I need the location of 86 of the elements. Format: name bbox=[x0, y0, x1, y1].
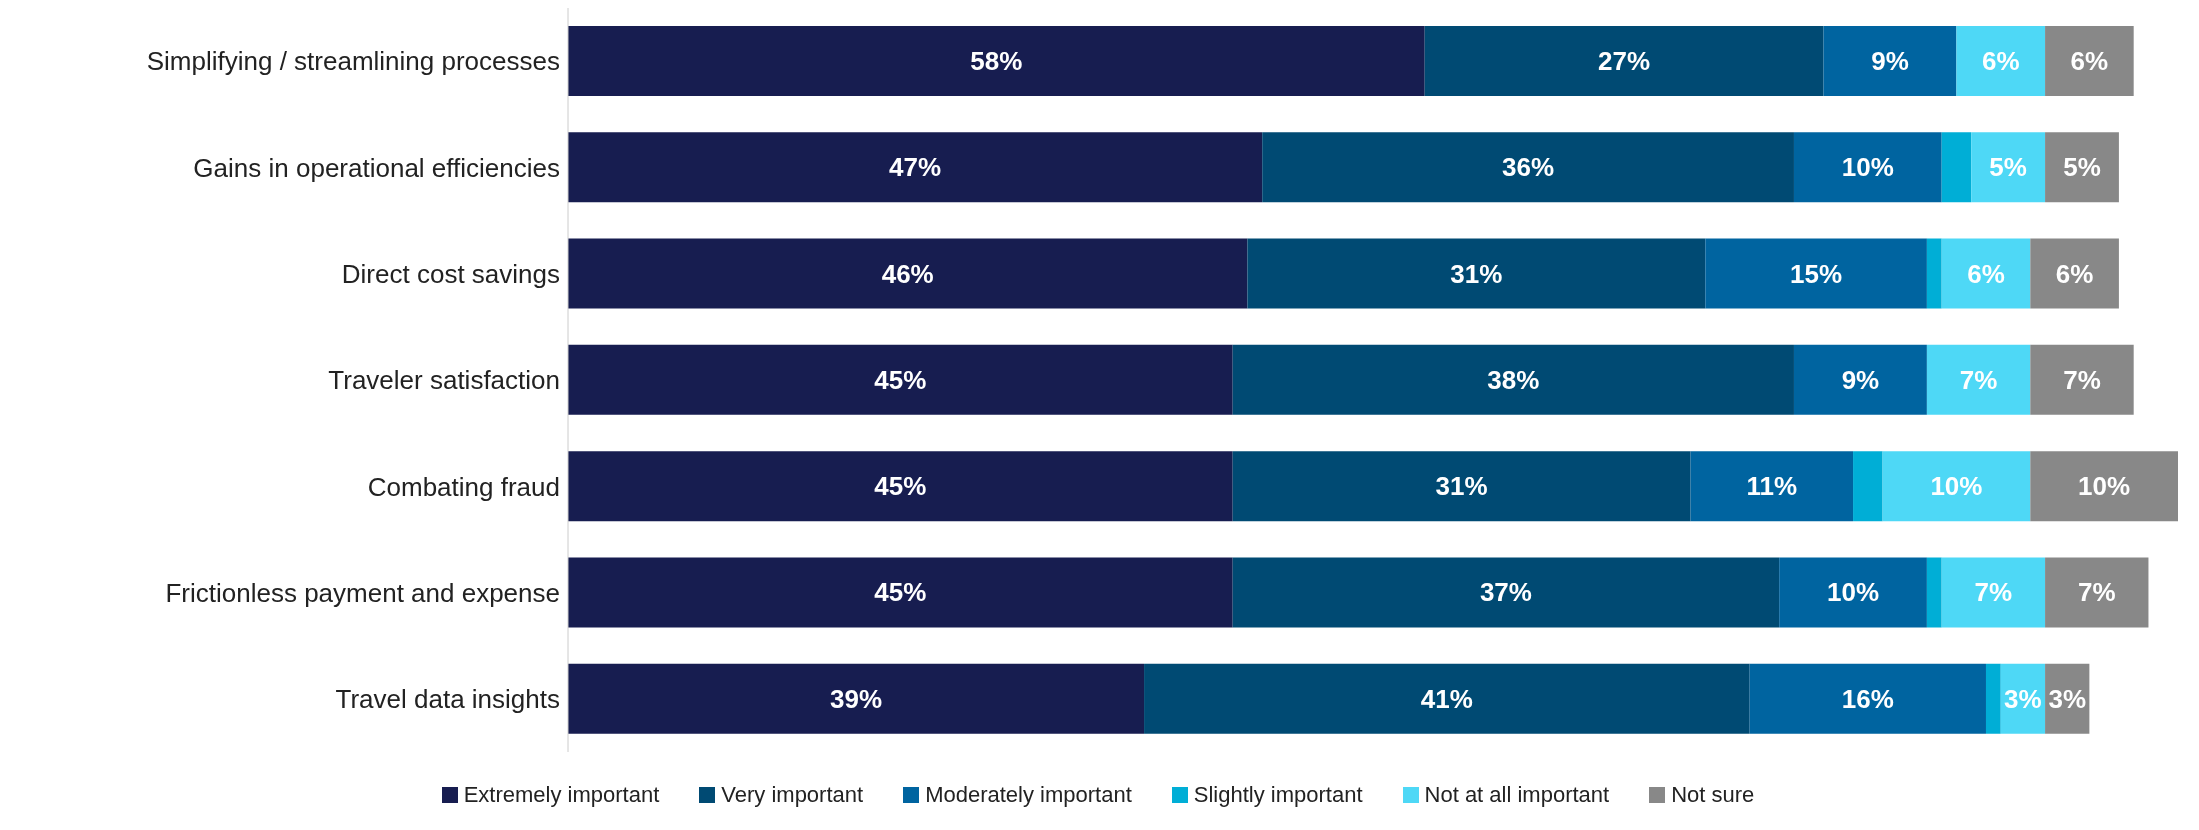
bar bbox=[1232, 344, 1794, 415]
data-label: 45% bbox=[874, 364, 927, 395]
y-tick-label: Simplifying / streamlining processes bbox=[146, 46, 560, 77]
y-tick-label: Travel data insights bbox=[335, 684, 560, 715]
legend-label: Moderately important bbox=[924, 782, 1132, 808]
data-label: 45% bbox=[874, 577, 927, 608]
data-label: 5% bbox=[2063, 152, 2101, 183]
bar bbox=[568, 26, 1425, 96]
bar bbox=[568, 344, 1233, 415]
bar bbox=[1985, 663, 2001, 734]
bar bbox=[1262, 132, 1794, 203]
bar bbox=[568, 238, 1248, 309]
data-label: 38% bbox=[1487, 364, 1540, 395]
data-label: 37% bbox=[1479, 577, 1532, 608]
bar bbox=[1971, 132, 2046, 203]
data-label: 10% bbox=[1827, 577, 1880, 608]
bar bbox=[1926, 238, 1942, 309]
data-label: 3% bbox=[2004, 683, 2042, 714]
legend-label: Very important bbox=[720, 782, 864, 808]
bar bbox=[2045, 557, 2149, 628]
data-label: 36% bbox=[1502, 152, 1555, 183]
data-label: 31% bbox=[1450, 258, 1503, 289]
data-label: 7% bbox=[2077, 577, 2116, 608]
data-label: 7% bbox=[1959, 364, 1998, 395]
data-label: 6% bbox=[1981, 46, 2020, 76]
bar bbox=[1749, 663, 1986, 734]
bar bbox=[2030, 451, 2178, 522]
bar bbox=[1941, 557, 2046, 628]
bar bbox=[1247, 238, 1706, 309]
bar bbox=[568, 557, 1233, 628]
data-label: 5% bbox=[1989, 152, 2027, 183]
bar bbox=[2045, 132, 2119, 203]
data-label: 47% bbox=[889, 152, 942, 183]
bar bbox=[1779, 557, 1927, 628]
data-label: 39% bbox=[830, 683, 883, 714]
bar bbox=[1926, 557, 1942, 628]
data-label: 41% bbox=[1420, 683, 1473, 714]
bar bbox=[568, 132, 1263, 203]
bar bbox=[2045, 26, 2134, 96]
data-label: 6% bbox=[1967, 258, 2005, 289]
data-label: 9% bbox=[1841, 364, 1880, 395]
bar bbox=[1705, 238, 1927, 309]
data-label: 7% bbox=[2063, 364, 2101, 395]
y-tick-label: Direct cost savings bbox=[341, 258, 560, 289]
bar bbox=[568, 663, 1145, 734]
bar bbox=[1793, 344, 1927, 415]
bar bbox=[1690, 451, 1854, 522]
bar bbox=[1941, 238, 2031, 309]
data-label: 15% bbox=[1790, 258, 1843, 289]
bar bbox=[1853, 451, 1883, 522]
bar bbox=[1926, 344, 2031, 415]
bar bbox=[1232, 451, 1691, 522]
y-tick-label: Frictionless payment and expense bbox=[165, 577, 560, 608]
bar bbox=[1941, 132, 1972, 203]
data-label: 10% bbox=[1841, 152, 1894, 183]
y-tick-label: Traveler satisfaction bbox=[328, 365, 560, 396]
data-label: 10% bbox=[2078, 471, 2131, 502]
bar bbox=[2030, 238, 2119, 309]
data-label: 11% bbox=[1746, 471, 1798, 502]
data-label: 10% bbox=[1930, 471, 1983, 502]
data-label: 9% bbox=[1871, 46, 1909, 76]
legend-label: Extremely important bbox=[462, 782, 660, 808]
legend-label: Not sure bbox=[1670, 782, 1755, 808]
data-label: 27% bbox=[1598, 46, 1651, 76]
bar bbox=[1232, 557, 1780, 628]
legend-label: Slightly important bbox=[1192, 782, 1363, 808]
bar bbox=[1793, 132, 1942, 203]
bar bbox=[2030, 344, 2134, 415]
bar bbox=[1823, 26, 1957, 96]
data-label: 6% bbox=[2055, 258, 2094, 289]
bar bbox=[1882, 451, 2031, 522]
bar bbox=[1424, 26, 1824, 96]
data-label: 7% bbox=[1974, 577, 2013, 608]
data-label: 6% bbox=[2070, 46, 2109, 76]
bar bbox=[1144, 663, 1750, 734]
data-label: 46% bbox=[881, 258, 934, 289]
bar bbox=[568, 451, 1233, 522]
data-label: 16% bbox=[1841, 683, 1894, 714]
data-label: 3% bbox=[2048, 683, 2087, 714]
y-tick-label: Gains in operational efficiencies bbox=[193, 152, 560, 183]
bar bbox=[1956, 26, 2046, 96]
data-label: 58% bbox=[970, 46, 1023, 76]
legend-label: Not at all important bbox=[1423, 782, 1610, 808]
data-label: 31% bbox=[1435, 471, 1488, 502]
y-tick-label: Combating fraud bbox=[367, 471, 560, 502]
data-label: 45% bbox=[874, 471, 927, 502]
